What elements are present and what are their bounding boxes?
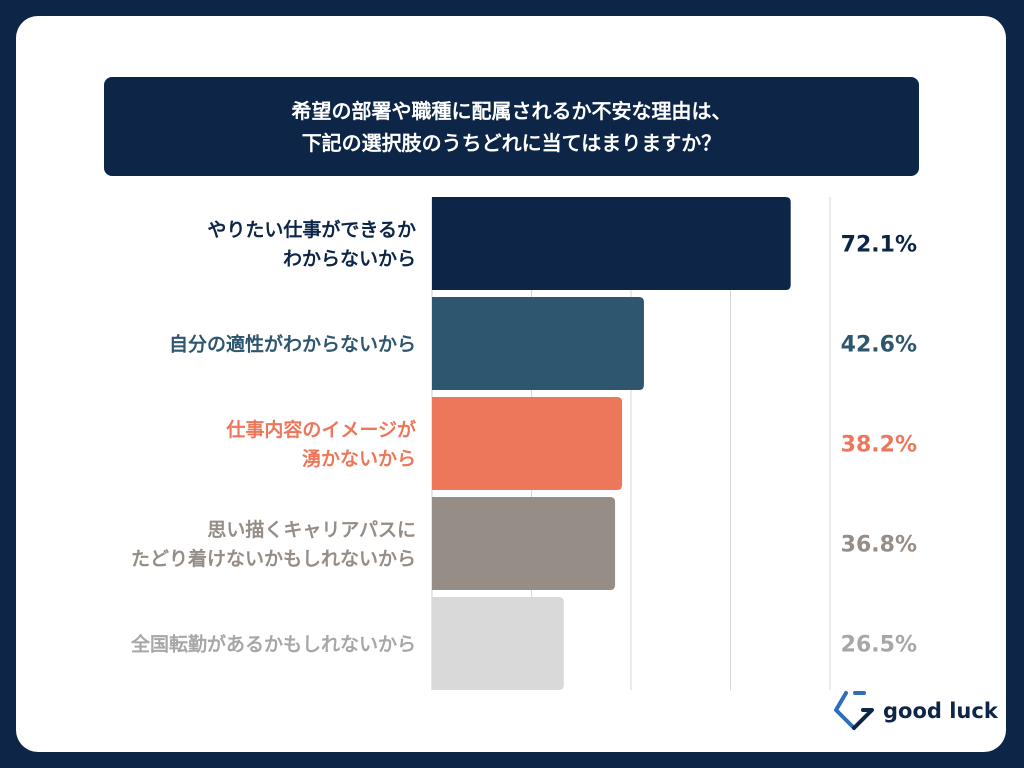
bar: [432, 397, 623, 490]
category-label: わからないから: [283, 248, 416, 270]
bar: [432, 197, 791, 290]
category-label: 全国転勤があるかもしれないから: [130, 633, 416, 656]
data-label: 42.6%: [841, 333, 917, 358]
good-luck-logo-icon: [834, 691, 874, 730]
bar: [432, 297, 644, 390]
category-label: たどり着けないかもしれないから: [131, 547, 416, 570]
category-label: 仕事内容のイメージが: [225, 418, 416, 441]
chart-title-box: 希望の部署や職種に配属されるか不安な理由は、 下記の選択肢のうちどれに当てはまり…: [104, 77, 919, 176]
data-label: 36.8%: [841, 533, 917, 558]
bar: [432, 597, 564, 690]
logo: good luck: [833, 690, 998, 732]
logo-text: good luck: [883, 699, 998, 723]
bar: [432, 497, 616, 590]
data-label: 38.2%: [841, 433, 917, 458]
category-label: やりたい仕事ができるか: [207, 218, 416, 241]
category-label: 湧かないから: [302, 448, 416, 470]
data-label: 26.5%: [841, 633, 917, 658]
data-label: 72.1%: [841, 233, 917, 258]
chart-title-line2: 下記の選択肢のうちどれに当てはまりますか？: [301, 130, 722, 155]
category-label: 思い描くキャリアパスに: [207, 518, 416, 541]
chart-title-line1: 希望の部署や職種に配属されるか不安な理由は、: [291, 98, 732, 123]
category-label: 自分の適性がわからないから: [169, 333, 416, 356]
